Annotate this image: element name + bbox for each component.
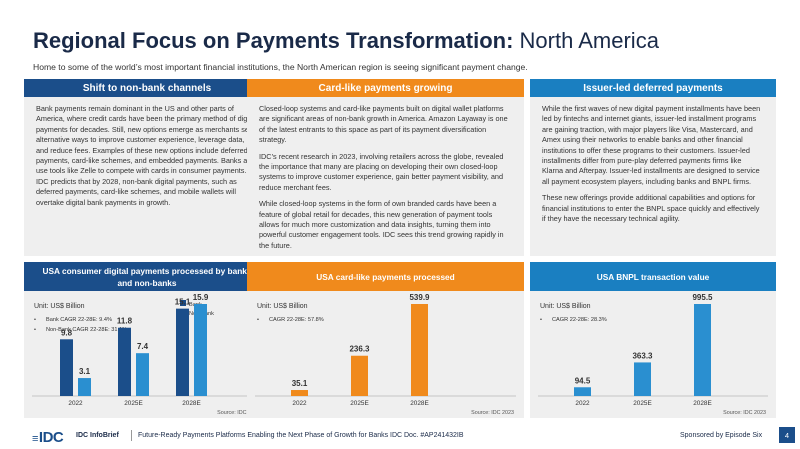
bar	[78, 378, 91, 396]
column-header: Card-like payments growing	[247, 79, 524, 97]
column-header: Shift to non-bank channels	[24, 79, 270, 97]
idc-logo: ≡IDC	[32, 429, 64, 446]
paragraph: These new offerings provide additional c…	[542, 193, 760, 224]
data-label: 35.1	[292, 379, 308, 388]
cagr-bullet: •	[257, 317, 259, 323]
chart-title: USA BNPL transaction value	[530, 262, 776, 291]
footer-doc-title: Future-Ready Payments Platforms Enabling…	[138, 432, 389, 439]
chart-card-like: Unit: US$ Billion • CAGR 22-28E: 57.8% 35.1…	[255, 293, 516, 416]
cagr-bullet: •	[540, 317, 542, 323]
bar	[60, 339, 73, 396]
bar	[634, 362, 651, 396]
page-number: 4	[779, 427, 795, 443]
footer-sponsor: Sponsored by Episode Six	[680, 432, 763, 439]
data-label: 15.9	[193, 293, 209, 302]
x-tick-label: 2028E	[182, 400, 200, 407]
source-note: Source: IDC 2023	[217, 410, 260, 416]
unit-label: Unit: US$ Billion	[34, 303, 85, 310]
bar	[176, 308, 189, 396]
data-label: 236.3	[349, 345, 370, 354]
unit-label: Unit: US$ Billion	[540, 303, 591, 310]
bar	[118, 327, 131, 396]
chart-title: USA card-like payments processed	[247, 262, 524, 291]
bar	[291, 390, 308, 396]
cagr-note: Non-Bank CAGR 22-28E: 31.1%	[46, 327, 127, 333]
x-tick-label: 2022	[68, 400, 83, 407]
column-header: Issuer-led deferred payments	[530, 79, 776, 97]
page-title: Regional Focus on Payments Transformatio…	[33, 28, 659, 54]
bar	[694, 304, 711, 396]
x-tick-label: 2022	[575, 400, 590, 407]
cagr-note: CAGR 22-28E: 57.8%	[269, 317, 324, 323]
footer-divider	[131, 430, 132, 441]
x-tick-label: 2022	[292, 400, 307, 407]
x-tick-label: 2025E	[124, 400, 142, 407]
source-note: Source: IDC 2023	[471, 410, 514, 416]
column-issuer-led: Issuer-led deferred payments While the f…	[530, 79, 776, 256]
unit-label: Unit: US$ Billion	[257, 303, 308, 310]
bar	[351, 355, 368, 396]
data-label: 9.8	[61, 328, 73, 337]
data-label: 363.3	[632, 351, 653, 360]
bar	[574, 387, 591, 396]
x-tick-label: 2025E	[633, 400, 651, 407]
bar	[136, 353, 149, 396]
footer-doc-id: IDC Doc. #AP241432IB	[390, 432, 464, 439]
column-body: Closed-loop systems and card-like paymen…	[247, 97, 524, 256]
footer: ≡IDC IDC InfoBrief Future-Ready Payments…	[0, 424, 800, 449]
cagr-bullet: •	[34, 327, 36, 333]
data-label: 94.5	[575, 376, 591, 385]
paragraph: While closed-loop systems in the form of…	[259, 199, 504, 250]
bar	[411, 304, 428, 396]
cagr-bullet: •	[34, 317, 36, 323]
chart-panel-card-like: USA card-like payments processed Unit: U…	[247, 262, 524, 418]
logo-arrows-icon: ≡	[32, 433, 38, 445]
paragraph: IDC’s recent research in 2023, involving…	[259, 151, 504, 192]
column-card-like: Card-like payments growing Closed-loop s…	[247, 79, 524, 256]
data-label: 7.4	[137, 342, 149, 351]
data-label: 995.5	[692, 293, 713, 302]
data-label: 15.1	[175, 298, 191, 307]
x-tick-label: 2028E	[410, 400, 428, 407]
page-title-region: North America	[519, 28, 659, 53]
data-label: 539.9	[409, 293, 430, 302]
intro-text: Home to some of the world’s most importa…	[33, 62, 528, 72]
page-title-bold: Regional Focus on Payments Transformatio…	[33, 28, 514, 53]
x-tick-label: 2028E	[693, 400, 711, 407]
footer-brief-label: IDC InfoBrief	[76, 432, 119, 439]
cagr-note: Bank CAGR 22-28E: 9.4%	[46, 317, 112, 323]
chart-panel-digital-payments: USA consumer digital payments processed …	[24, 262, 270, 418]
column-body: Bank payments remain dominant in the US …	[24, 97, 270, 256]
cagr-note: CAGR 22-28E: 28.3%	[552, 317, 607, 323]
column-body: While the first waves of new digital pay…	[530, 97, 776, 256]
chart-title: USA consumer digital payments processed …	[24, 262, 270, 291]
x-tick-label: 2025E	[350, 400, 368, 407]
chart-panel-bnpl: USA BNPL transaction value Unit: US$ Bil…	[530, 262, 776, 418]
paragraph: Closed-loop systems and card-like paymen…	[259, 104, 508, 145]
source-note: Source: IDC 2023	[723, 410, 766, 416]
paragraph: Bank payments remain dominant in the US …	[36, 104, 257, 207]
data-label: 3.1	[79, 367, 91, 376]
legend-swatch	[180, 300, 186, 306]
column-non-bank: Shift to non-bank channels Bank payments…	[24, 79, 270, 256]
paragraph: While the first waves of new digital pay…	[542, 104, 761, 186]
data-label: 11.8	[117, 317, 133, 326]
bar	[194, 304, 207, 396]
chart-digital-payments: Unit: US$ Billion • Bank CAGR 22-28E: 9.4%…	[32, 293, 262, 416]
chart-bnpl: Unit: US$ Billion • CAGR 22-28E: 28.3% 94.5…	[538, 293, 768, 416]
